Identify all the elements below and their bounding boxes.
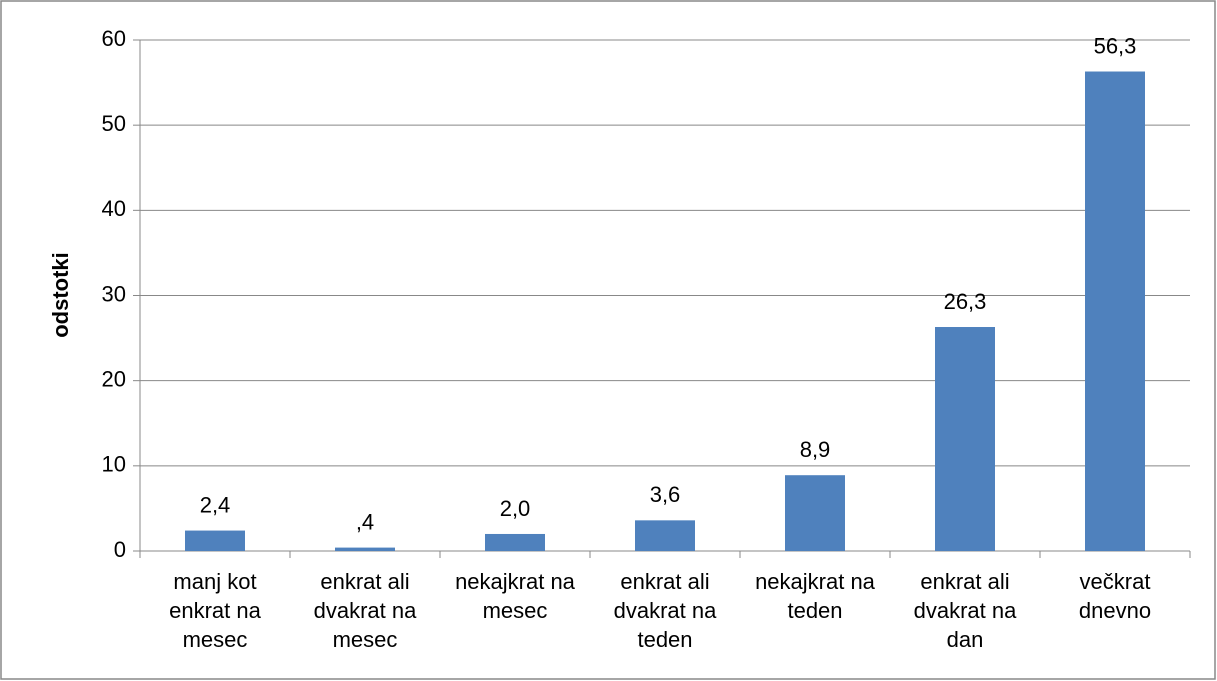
bar: [335, 547, 395, 551]
bar: [185, 530, 245, 551]
bar: [635, 520, 695, 551]
bar: [485, 533, 545, 551]
bar: [785, 475, 845, 551]
x-tick-label: nekajkrat na teden: [755, 569, 875, 623]
data-label: 8,9: [800, 437, 831, 462]
x-tick-label: enkrat ali dvakrat na teden: [613, 569, 717, 652]
data-label: 56,3: [1094, 33, 1137, 58]
data-label: 3,6: [650, 482, 681, 507]
y-tick-label: 60: [102, 26, 126, 51]
y-tick-label: 30: [102, 281, 126, 306]
data-label: ,4: [356, 509, 374, 534]
bar: [935, 327, 995, 551]
bar: [1085, 71, 1145, 552]
data-label: 2,0: [500, 496, 531, 521]
x-tick-label: nekajkrat na mesec: [455, 569, 575, 623]
y-tick-label: 10: [102, 452, 126, 477]
y-tick-label: 40: [102, 196, 126, 221]
data-label: 26,3: [944, 289, 987, 314]
y-tick-label: 20: [102, 366, 126, 391]
data-label: 2,4: [200, 492, 231, 517]
x-tick-label: manj kot enkrat na mesec: [169, 569, 261, 652]
x-tick-label: enkrat ali dvakrat na mesec: [313, 569, 417, 652]
y-axis-label: odstotki: [48, 252, 73, 338]
y-tick-label: 50: [102, 111, 126, 136]
y-tick-label: 0: [114, 537, 126, 562]
x-tick-label: večkrat dnevno: [1078, 569, 1152, 623]
x-tick-label: enkrat ali dvakrat na dan: [913, 569, 1017, 652]
